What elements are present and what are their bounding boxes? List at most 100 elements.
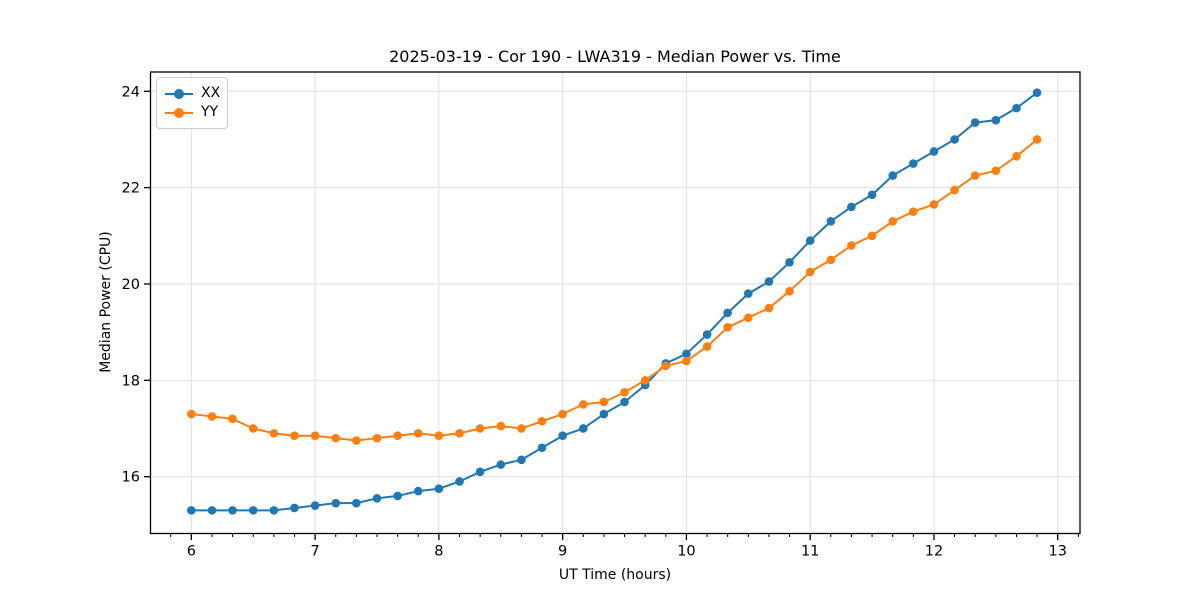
x-tick-label: 13 — [1048, 544, 1066, 560]
data-point-xx — [517, 455, 526, 465]
data-point-xx — [475, 467, 485, 477]
data-point-xx — [248, 506, 258, 515]
data-point-xx — [331, 498, 341, 508]
data-point-xx — [970, 118, 980, 127]
data-point-yy — [579, 400, 588, 409]
data-point-xx — [496, 460, 506, 469]
legend-marker-xx-icon — [165, 88, 193, 99]
y-tick-label: 24 — [122, 84, 140, 100]
data-point-xx — [702, 330, 712, 339]
y-tick-label: 22 — [122, 181, 140, 197]
data-point-yy — [290, 431, 299, 441]
data-point-yy — [764, 303, 774, 313]
chart-title: 2025-03-19 - Cor 190 - LWA319 - Median P… — [389, 47, 841, 66]
data-point-yy — [310, 431, 320, 441]
legend-marker-yy-icon — [165, 107, 193, 118]
data-point-xx — [867, 190, 877, 200]
data-point-yy — [702, 342, 712, 351]
data-point-yy — [682, 356, 691, 366]
data-point-yy — [352, 436, 361, 445]
data-point-yy — [867, 231, 877, 241]
data-point-yy — [434, 431, 444, 441]
data-point-xx — [764, 277, 774, 286]
data-point-yy — [991, 166, 1001, 176]
data-point-xx — [413, 486, 423, 496]
data-point-xx — [1012, 103, 1021, 113]
data-point-yy — [1032, 135, 1042, 144]
data-point-yy — [723, 323, 732, 332]
y-tick-label: 18 — [122, 373, 140, 389]
y-axis-label: Median Power (CPU) — [98, 231, 114, 373]
data-point-xx — [310, 501, 320, 510]
axis-ticks — [144, 90, 1079, 540]
data-point-yy — [228, 414, 237, 424]
data-point-yy — [929, 200, 939, 209]
data-point-yy — [558, 409, 567, 419]
data-point-yy — [517, 424, 526, 433]
data-point-yy — [620, 388, 629, 397]
data-point-xx — [579, 424, 588, 433]
data-point-yy — [847, 241, 856, 250]
data-point-yy — [207, 412, 217, 421]
y-tick-label: 16 — [122, 470, 140, 486]
data-point-yy — [970, 171, 980, 180]
data-point-xx — [187, 506, 196, 515]
data-point-xx — [207, 506, 217, 515]
series-xx — [187, 88, 1042, 515]
data-point-xx — [1032, 88, 1042, 98]
data-point-yy — [455, 428, 464, 438]
data-point-yy — [640, 376, 650, 385]
data-point-xx — [682, 349, 691, 359]
data-point-yy — [1012, 152, 1021, 161]
data-point-xx — [599, 409, 609, 419]
data-point-yy — [475, 424, 485, 433]
data-point-yy — [187, 409, 196, 419]
data-point-yy — [537, 416, 547, 426]
data-point-yy — [496, 421, 506, 431]
data-point-yy — [785, 286, 794, 296]
data-point-yy — [393, 431, 402, 441]
x-tick-label: 11 — [801, 544, 819, 560]
data-point-xx — [352, 498, 361, 508]
data-point-yy — [805, 267, 815, 277]
data-point-xx — [269, 506, 279, 515]
legend-label-yy: YY — [201, 104, 219, 120]
data-point-yy — [331, 433, 341, 443]
data-point-yy — [888, 217, 898, 226]
data-point-xx — [290, 503, 299, 513]
data-point-yy — [950, 185, 959, 195]
grid-lines — [150, 72, 1080, 534]
x-axis-label: UT Time (hours) — [558, 567, 672, 583]
legend-entry-yy: YY — [165, 103, 219, 122]
x-tick-label: 12 — [925, 544, 943, 560]
data-point-xx — [620, 397, 629, 407]
data-point-xx — [805, 236, 815, 245]
series-yy — [187, 135, 1042, 445]
y-tick-labels: 16 18 20 22 24 — [122, 84, 140, 485]
data-point-xx — [888, 171, 898, 180]
data-point-yy — [269, 428, 279, 438]
legend-entry-xx: XX — [165, 84, 221, 103]
data-point-xx — [723, 308, 732, 318]
data-point-xx — [929, 147, 939, 156]
data-point-xx — [434, 484, 444, 493]
data-point-yy — [908, 207, 918, 217]
x-tick-label: 8 — [434, 544, 443, 560]
data-point-yy — [826, 255, 836, 265]
data-point-xx — [744, 289, 753, 298]
data-point-xx — [826, 217, 836, 226]
x-tick-labels: 6 7 8 9 10 11 12 13 — [187, 544, 1067, 560]
data-point-yy — [661, 361, 671, 371]
legend-label-xx: XX — [201, 85, 221, 101]
data-point-xx — [950, 135, 959, 144]
x-tick-label: 7 — [310, 544, 319, 560]
data-point-yy — [599, 397, 609, 407]
data-point-xx — [537, 443, 547, 453]
x-tick-label: 6 — [187, 544, 196, 560]
data-point-xx — [455, 477, 464, 486]
data-point-xx — [991, 115, 1001, 125]
data-point-xx — [908, 159, 918, 168]
x-tick-label: 10 — [677, 544, 695, 560]
